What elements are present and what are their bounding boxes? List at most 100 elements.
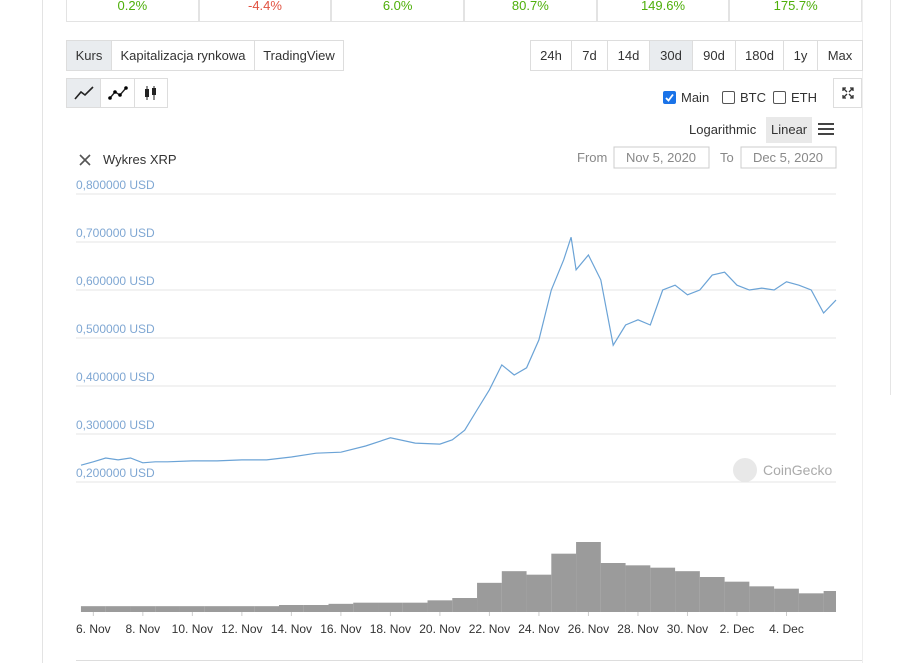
range-button[interactable]: 14d <box>607 40 650 71</box>
check <box>665 93 674 102</box>
volume-bar <box>229 606 255 612</box>
x-tick-label: 26. Nov <box>568 622 609 636</box>
y-tick-label: 0,300000 USD <box>76 418 155 432</box>
stat-cell <box>729 0 862 22</box>
to-input[interactable] <box>740 146 837 169</box>
volume-bar <box>254 606 279 612</box>
volume-bar <box>823 591 836 612</box>
volume-bar <box>600 563 626 612</box>
x-tick-label: 16. Nov <box>320 622 361 636</box>
x-tick-label: 20. Nov <box>419 622 460 636</box>
range-button[interactable]: 7d <box>571 40 608 71</box>
x-tick-label: 28. Nov <box>617 622 658 636</box>
range-button[interactable]: 180d <box>735 40 784 71</box>
tab[interactable]: Kapitalizacja rynkowa <box>111 40 255 71</box>
y-tick-label: 0,200000 USD <box>76 466 155 480</box>
y-tick-label: 0,500000 USD <box>76 322 155 336</box>
x-tick-label: 10. Nov <box>172 622 213 636</box>
toggle-label: Main <box>681 90 710 105</box>
icon <box>841 87 854 99</box>
volume-bar <box>130 606 156 612</box>
watermark-logo <box>733 458 757 482</box>
stat-cell <box>66 0 199 22</box>
close-icon[interactable] <box>79 154 91 166</box>
y-tick-label: 0,700000 USD <box>76 226 155 240</box>
x-tick-label: 18. Nov <box>370 622 411 636</box>
volume-bar <box>477 582 502 612</box>
volume-bar <box>427 600 453 612</box>
from-label: From <box>577 150 607 165</box>
x-tick-label: 24. Nov <box>518 622 559 636</box>
scale-button[interactable]: Logarithmic <box>689 122 757 137</box>
volume-bar <box>452 598 478 612</box>
volume-bar <box>749 586 775 612</box>
volume-bar <box>625 565 651 612</box>
bottom-line <box>76 660 862 661</box>
range-button[interactable]: 30d <box>649 40 693 71</box>
fullscreen-button[interactable] <box>833 78 862 108</box>
toggle-label: ETH <box>791 90 817 105</box>
candle-chart-button[interactable] <box>134 78 168 108</box>
volume-bar <box>576 542 601 612</box>
x-tick-label: 22. Nov <box>469 622 510 636</box>
price-line <box>80 237 837 466</box>
x-tick-label: 30. Nov <box>667 622 708 636</box>
stat-value: 0.2% <box>117 0 148 13</box>
x-tick-label: 4. Dec <box>769 622 804 636</box>
volume-bar <box>155 606 180 612</box>
stat-cell <box>198 0 332 22</box>
volume-bar <box>402 602 428 612</box>
volume-bar <box>798 593 824 612</box>
volume-bar <box>80 606 106 612</box>
y-tick-label: 0,800000 USD <box>76 178 155 192</box>
x-tick-label: 12. Nov <box>221 622 262 636</box>
volume-bar <box>204 606 230 612</box>
volume-bar <box>501 571 527 612</box>
y-tick-label: 0,400000 USD <box>76 370 155 384</box>
volume-bar <box>650 567 676 612</box>
checkbox[interactable] <box>773 91 786 104</box>
volume-bar <box>278 605 304 612</box>
stat-value: 149.6% <box>640 0 686 13</box>
range-button[interactable]: 24h <box>530 40 572 71</box>
to-label: To <box>720 150 734 165</box>
x-tick-label: 2. Dec <box>720 622 755 636</box>
from-input[interactable] <box>613 146 710 169</box>
watermark: CoinGecko <box>763 462 832 478</box>
stat-value: 80.7% <box>511 0 549 13</box>
chart: Wykres XRP From Nov 5, 2020 To Dec 5, 20… <box>76 146 837 636</box>
volume-bar <box>699 577 725 612</box>
x-tick-label: 6. Nov <box>76 622 111 636</box>
stat-value: -4.4% <box>248 0 282 13</box>
chart-title: Wykres XRP <box>103 152 177 167</box>
checkbox[interactable] <box>722 91 735 104</box>
y-tick-label: 0,600000 USD <box>76 274 155 288</box>
volume-bar <box>526 574 552 612</box>
x-tick-label: 14. Nov <box>271 622 312 636</box>
tab[interactable]: TradingView <box>254 40 344 71</box>
range-button[interactable]: Max <box>817 40 863 71</box>
range-button[interactable]: 90d <box>692 40 736 71</box>
left-border <box>42 0 43 663</box>
range-button[interactable]: 1y <box>783 40 818 71</box>
right-border <box>862 0 863 663</box>
checkbox[interactable] <box>663 91 676 104</box>
tab[interactable]: Kurs <box>66 40 112 71</box>
icon <box>73 86 94 100</box>
icon <box>145 86 156 100</box>
volume-bar <box>179 606 205 612</box>
scatter-chart-button[interactable] <box>100 78 135 108</box>
line-chart-button[interactable] <box>66 78 101 108</box>
stat-value: 6.0% <box>382 0 413 13</box>
toggle-label: BTC <box>740 90 766 105</box>
x-tick-label: 8. Nov <box>125 622 160 636</box>
volume-bar <box>105 606 131 612</box>
volume-bar <box>328 603 354 612</box>
menu-button[interactable] <box>818 123 834 135</box>
side-panel <box>890 0 898 395</box>
volume-bar <box>774 588 799 612</box>
scale-button[interactable]: Linear <box>766 117 813 143</box>
icon <box>107 86 128 100</box>
stat-cell <box>464 0 597 22</box>
